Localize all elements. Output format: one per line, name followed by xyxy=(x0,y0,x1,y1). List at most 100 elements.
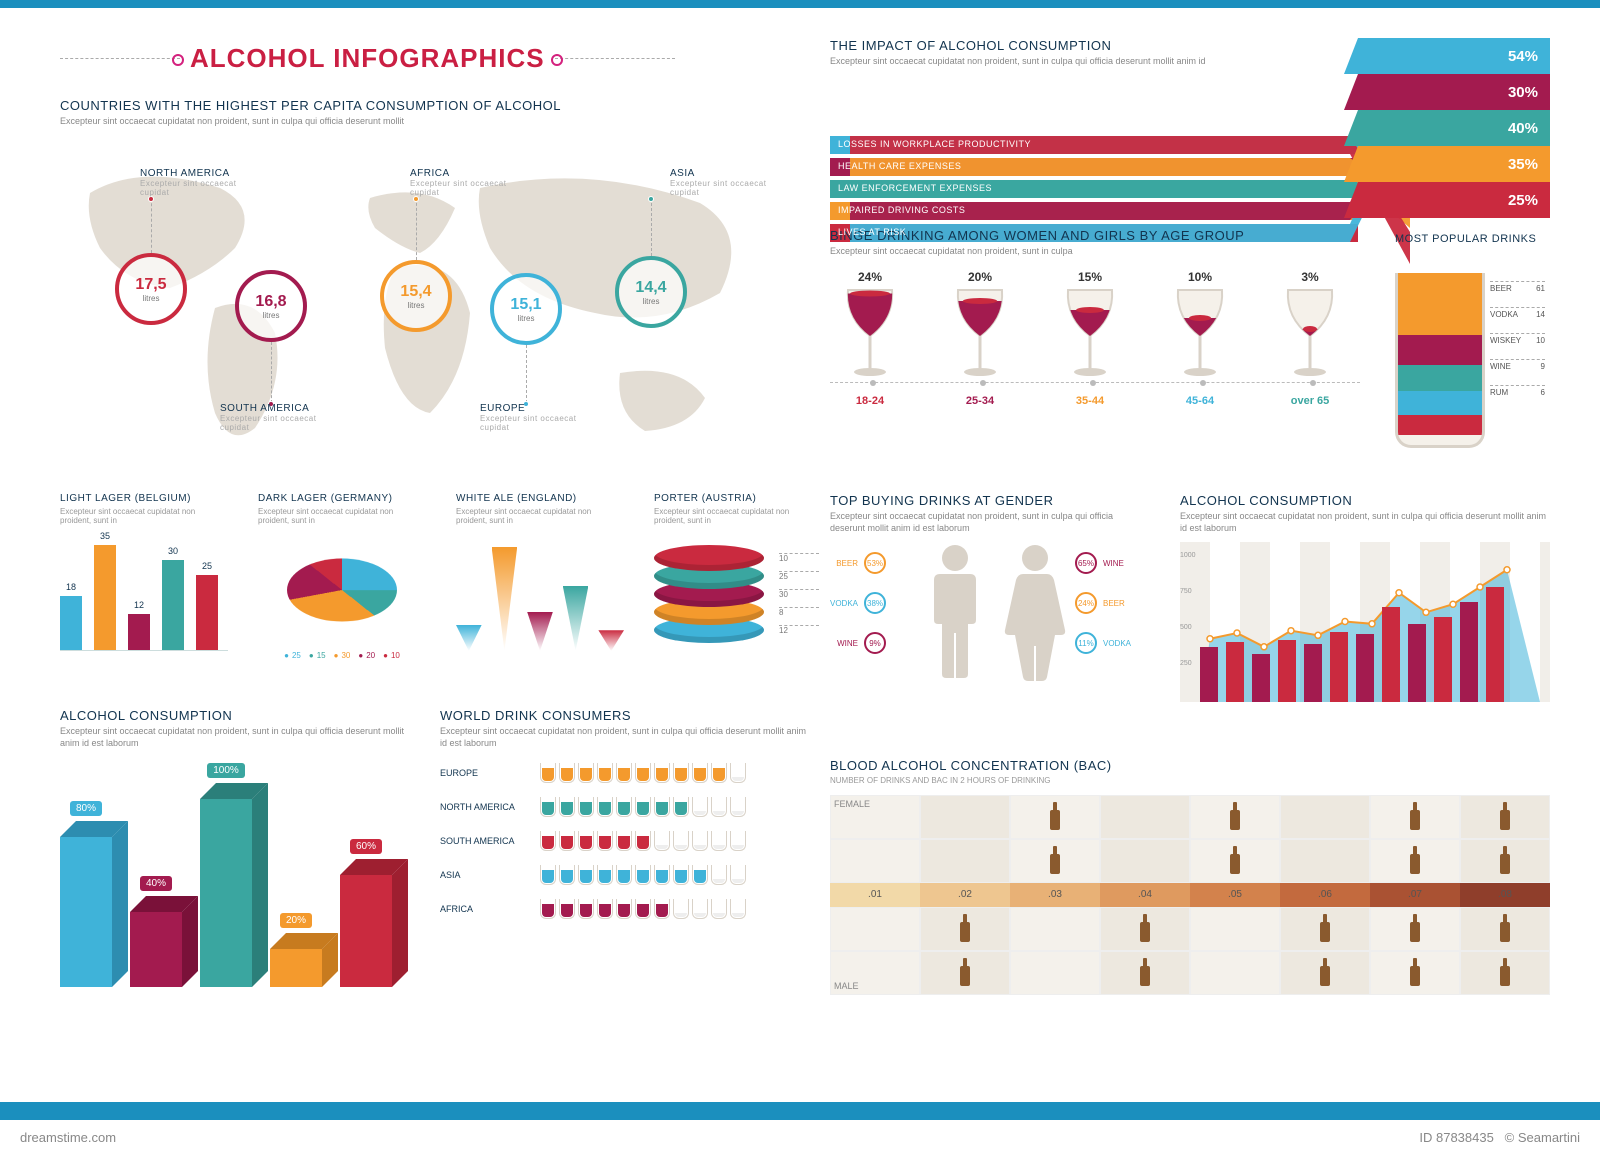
popular-drinks: MOST POPULAR DRINKS BEER61VODKA14WISKEY1… xyxy=(1395,233,1555,248)
impact-sub: Excepteur sint occaecat cupidatat non pr… xyxy=(830,56,1250,68)
wine-glass-icon xyxy=(952,288,1008,378)
bar3d-pct: 40% xyxy=(140,876,172,891)
bac-cell xyxy=(1100,839,1190,883)
mini-cone: 15 xyxy=(527,612,553,651)
bac-level: .01 xyxy=(830,883,920,907)
mini-pie xyxy=(287,558,397,621)
popular-legend-item: VODKA14 xyxy=(1490,307,1545,319)
wdc-cup xyxy=(692,899,708,919)
bac-level: .06 xyxy=(1280,883,1370,907)
bac-sub: NUMBER OF DRINKS AND BAC IN 2 HOURS OF D… xyxy=(830,776,1550,785)
wine-glass-icon xyxy=(1062,288,1118,378)
wine-glass-col: 15% xyxy=(1050,270,1130,378)
combo-bar xyxy=(1382,607,1400,702)
region-label: SOUTH AMERICAExcepteur sint occaecat cup… xyxy=(220,403,330,432)
wdc-cup xyxy=(635,831,651,851)
region-unit: litres xyxy=(263,311,280,320)
bac-cell xyxy=(1460,907,1550,951)
bar3d: 20% xyxy=(270,949,322,987)
wdc-title: WORLD DRINK CONSUMERS xyxy=(440,708,810,723)
wdc-cup xyxy=(673,831,689,851)
pie-legend-item: 15 xyxy=(309,651,326,660)
bottle-icon xyxy=(1410,958,1420,986)
popular-legend-item: WISKEY10 xyxy=(1490,333,1545,345)
wdc-cup xyxy=(711,797,727,817)
wdc-row: NORTH AMERICA xyxy=(440,797,810,817)
bac-cell xyxy=(1460,795,1550,839)
bac-cell xyxy=(1010,795,1100,839)
wdc-cup xyxy=(540,763,556,783)
combo-chart: 1000750500250 xyxy=(1180,542,1550,702)
wdc-cup xyxy=(540,899,556,919)
mini-sub: Excepteur sint occaecat cupidatat non pr… xyxy=(654,507,822,525)
combo-bar xyxy=(1408,624,1426,702)
popular-layer xyxy=(1398,391,1482,415)
wdc-row: EUROPE xyxy=(440,763,810,783)
bottle-icon xyxy=(1410,914,1420,942)
impact-pct: 30% xyxy=(1358,74,1550,110)
wdc-cup xyxy=(635,763,651,783)
wdc-cup xyxy=(654,899,670,919)
bottle-icon xyxy=(1050,846,1060,874)
wdc-cup xyxy=(597,831,613,851)
binge-sub: Excepteur sint occaecat cupidatat non pr… xyxy=(830,246,1250,258)
mini-bar: 35 xyxy=(94,545,116,650)
combo-bar xyxy=(1304,644,1322,702)
gender-female-item: 65% WINE xyxy=(1075,552,1131,574)
bac-cell xyxy=(1370,795,1460,839)
mini-cone: 10 xyxy=(456,625,482,651)
mini-sub: Excepteur sint occaecat cupidatat non pr… xyxy=(60,507,228,525)
wdc-cup xyxy=(692,831,708,851)
bar3d: 60% xyxy=(340,875,392,987)
bac-level: .02 xyxy=(920,883,1010,907)
gender-sub: Excepteur sint occaecat cupidatat non pr… xyxy=(830,511,1150,534)
wdc-cup xyxy=(635,865,651,885)
bottle-icon xyxy=(1320,958,1330,986)
map-sub: Excepteur sint occaecat cupidatat non pr… xyxy=(60,116,480,128)
bar3d-pct: 100% xyxy=(207,763,245,778)
wdc-cup xyxy=(578,763,594,783)
wdc-cup xyxy=(673,899,689,919)
title-deco-right xyxy=(555,58,675,59)
infographic-canvas: ALCOHOL INFOGRAPHICS COUNTRIES WITH THE … xyxy=(0,0,1600,1120)
female-icon xyxy=(1005,542,1065,682)
wdc-cup xyxy=(540,831,556,851)
wdc-cup xyxy=(654,763,670,783)
mini-title: DARK LAGER (GERMANY) xyxy=(258,493,426,504)
bottle-icon xyxy=(1500,802,1510,830)
wdc-cup xyxy=(559,831,575,851)
wdc-row: AFRICA xyxy=(440,899,810,919)
bars3d-sub: Excepteur sint occaecat cupidatat non pr… xyxy=(60,726,420,749)
age-label: 45-64 xyxy=(1160,395,1240,407)
popular-layer xyxy=(1398,365,1482,391)
bac-cell xyxy=(1280,839,1370,883)
wdc-cup xyxy=(730,899,746,919)
mini-disc-stack: 12 8 30 25 10 xyxy=(654,533,774,643)
age-label: 25-34 xyxy=(940,395,1020,407)
region-unit: litres xyxy=(408,301,425,310)
wdc-cup xyxy=(578,899,594,919)
gender-pct: 11% xyxy=(1075,632,1097,654)
wdc-row: SOUTH AMERICA xyxy=(440,831,810,851)
gender-pct: 9% xyxy=(864,632,886,654)
bar3d-pct: 20% xyxy=(280,913,312,928)
bac-cell xyxy=(1280,795,1370,839)
gender-title: TOP BUYING DRINKS AT GENDER xyxy=(830,493,1150,508)
combo-bar xyxy=(1226,642,1244,702)
bac-title: BLOOD ALCOHOL CONCENTRATION (BAC) xyxy=(830,758,1550,773)
region-label: ASIAExcepteur sint occaecat cupidat xyxy=(670,168,780,197)
wdc-cup xyxy=(597,763,613,783)
map-title: COUNTRIES WITH THE HIGHEST PER CAPITA CO… xyxy=(60,98,780,113)
bac-male-label: MALE xyxy=(834,981,859,991)
bac-cell xyxy=(1100,951,1190,995)
bottle-icon xyxy=(1230,846,1240,874)
region-label: NORTH AMERICAExcepteur sint occaecat cup… xyxy=(140,168,250,197)
bac-cell xyxy=(1190,907,1280,951)
region-value: 16,8 xyxy=(255,293,286,311)
bac-cell xyxy=(1100,907,1190,951)
glass-pct: 10% xyxy=(1188,270,1212,284)
pie-legend-item: 20 xyxy=(358,651,375,660)
bac-cell xyxy=(1190,795,1280,839)
pie-legend-item: 25 xyxy=(284,651,301,660)
bac-level: .05 xyxy=(1190,883,1280,907)
